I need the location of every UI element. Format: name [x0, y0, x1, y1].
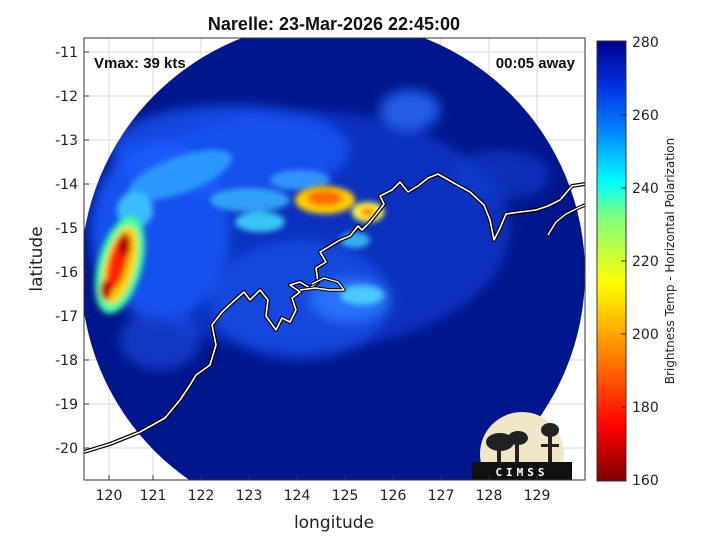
y-tick-label: -14	[55, 177, 78, 193]
colorbar-tick-label: 260	[632, 108, 659, 124]
coastline	[84, 172, 585, 454]
x-tick-label: 125	[332, 488, 359, 504]
colorbar-tick-label: 200	[632, 327, 659, 343]
y-tick-label: -18	[55, 353, 78, 369]
colorbar-tick-label: 160	[632, 473, 659, 489]
x-tick-label: 127	[428, 488, 455, 504]
x-axis-label: longitude	[294, 513, 374, 533]
brightness-temp-swath: CIMSS	[84, 38, 585, 480]
cimss-logo: CIMSS	[472, 412, 572, 480]
x-tick-label: 121	[140, 488, 167, 504]
vmax-label: Vmax: 39 kts	[94, 55, 186, 72]
chart-title: Narelle: 23-Mar-2026 22:45:00	[208, 14, 460, 34]
y-axis	[84, 51, 89, 449]
y-tick-labels: -11 -12 -13 -14 -15 -16 -17 -18 -19 -20	[55, 45, 78, 457]
y-tick-label: -20	[55, 441, 78, 457]
y-tick-label: -19	[55, 397, 78, 413]
y-tick-label: -17	[55, 309, 78, 325]
y-axis-label: latitude	[27, 226, 47, 291]
colorbar-tick-label: 280	[632, 35, 659, 51]
x-tick-label: 128	[476, 488, 503, 504]
y-tick-label: -16	[55, 265, 78, 281]
x-axis	[108, 475, 538, 480]
colorbar-tick-label: 220	[632, 254, 659, 270]
y-tick-label: -12	[55, 89, 78, 105]
y-tick-label: -11	[55, 45, 78, 61]
colorbar-ticks	[621, 114, 626, 408]
y-tick-label: -15	[55, 221, 78, 237]
y-tick-label: -13	[55, 133, 78, 149]
x-tick-label: 120	[96, 488, 123, 504]
plot-frame	[83, 37, 586, 481]
x-tick-label: 122	[188, 488, 215, 504]
time-away-label: 00:05 away	[496, 55, 576, 72]
colorbar-tick-label: 180	[632, 400, 659, 416]
x-tick-label: 123	[236, 488, 263, 504]
colorbar-tick-label: 240	[632, 181, 659, 197]
x-tick-label: 124	[284, 488, 311, 504]
colorbar-label: Brightness Temp - Horizontal Polarizatio…	[663, 138, 677, 385]
x-tick-label: 129	[524, 488, 551, 504]
x-tick-label: 126	[380, 488, 407, 504]
colorbar-tick-labels: 280 260 240 220 200 180 160	[632, 35, 659, 489]
x-tick-labels: 120 121 122 123 124 125 126 127 128 129	[96, 488, 551, 504]
logo-text: CIMSS	[495, 466, 548, 479]
